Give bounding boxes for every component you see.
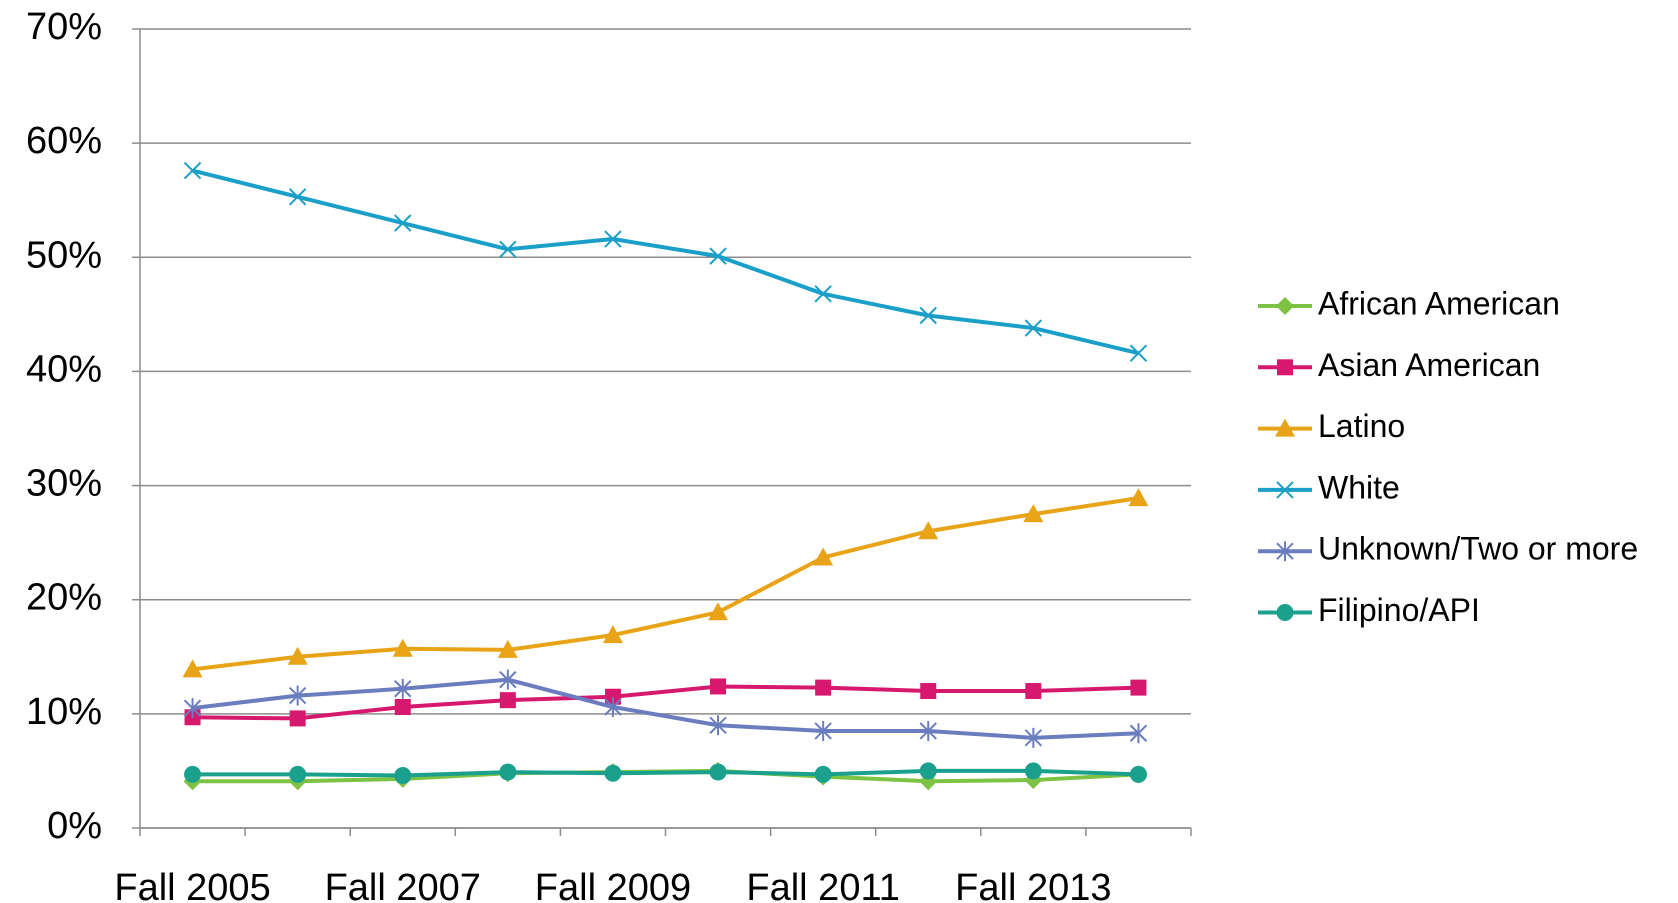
marker bbox=[604, 230, 622, 248]
y-tick-label: 70% bbox=[26, 6, 102, 48]
marker bbox=[1128, 488, 1149, 507]
marker bbox=[394, 699, 411, 716]
marker bbox=[1129, 344, 1148, 362]
marker bbox=[814, 765, 832, 783]
marker bbox=[708, 602, 729, 621]
y-tick-label: 0% bbox=[47, 805, 102, 847]
marker bbox=[814, 720, 832, 741]
marker bbox=[709, 763, 727, 781]
marker bbox=[1275, 418, 1295, 437]
y-tick-label: 10% bbox=[26, 691, 102, 733]
legend-label: Latino bbox=[1318, 408, 1405, 444]
marker bbox=[1276, 481, 1294, 499]
marker bbox=[919, 306, 937, 325]
x-tick-label: Fall 2013 bbox=[955, 867, 1111, 903]
series bbox=[184, 678, 1147, 727]
marker bbox=[499, 240, 517, 259]
marker bbox=[1276, 604, 1294, 621]
marker bbox=[815, 679, 832, 696]
marker bbox=[1025, 683, 1042, 700]
marker bbox=[1024, 319, 1043, 337]
series bbox=[184, 762, 1147, 784]
x-tick-label: Fall 2011 bbox=[746, 867, 900, 903]
marker bbox=[604, 697, 622, 718]
legend-label: Unknown/Two or more bbox=[1318, 531, 1638, 567]
marker bbox=[709, 247, 727, 265]
marker bbox=[287, 646, 308, 665]
y-tick-label: 40% bbox=[26, 348, 102, 390]
series-line bbox=[192, 768, 1139, 778]
marker bbox=[288, 685, 307, 706]
marker bbox=[394, 678, 412, 699]
marker bbox=[497, 639, 518, 658]
marker bbox=[394, 214, 412, 232]
y-tick-label: 30% bbox=[26, 463, 102, 505]
series-line bbox=[192, 496, 1139, 672]
legend-label: Filipino/API bbox=[1318, 592, 1480, 628]
series bbox=[182, 488, 1149, 678]
marker bbox=[710, 678, 727, 695]
marker bbox=[1129, 765, 1147, 783]
x-tick-label: Fall 2005 bbox=[114, 867, 270, 903]
marker bbox=[183, 161, 202, 180]
marker bbox=[919, 762, 937, 780]
marker bbox=[289, 710, 306, 727]
series bbox=[183, 669, 1148, 748]
marker bbox=[289, 765, 307, 783]
series bbox=[183, 161, 1148, 362]
y-tick-label: 50% bbox=[26, 234, 102, 276]
marker bbox=[1129, 723, 1148, 744]
marker bbox=[709, 715, 727, 736]
marker bbox=[814, 285, 832, 303]
marker bbox=[499, 763, 517, 781]
marker bbox=[1023, 504, 1044, 523]
marker bbox=[1277, 359, 1293, 376]
marker bbox=[919, 720, 937, 741]
legend-label: White bbox=[1318, 469, 1400, 505]
marker bbox=[1130, 679, 1147, 696]
marker bbox=[394, 766, 412, 784]
marker bbox=[184, 765, 202, 783]
marker bbox=[920, 683, 937, 700]
marker bbox=[604, 688, 621, 705]
marker bbox=[1024, 762, 1042, 780]
marker bbox=[499, 692, 516, 709]
marker bbox=[602, 625, 623, 644]
legend-label: African American bbox=[1318, 285, 1560, 321]
marker bbox=[813, 547, 834, 566]
y-tick-label: 20% bbox=[26, 577, 102, 619]
x-tick-label: Fall 2007 bbox=[325, 867, 481, 903]
series-line bbox=[192, 684, 1139, 721]
x-tick-label: Fall 2009 bbox=[535, 867, 691, 903]
marker bbox=[182, 659, 203, 678]
marker bbox=[918, 521, 939, 540]
marker bbox=[499, 669, 517, 690]
y-tick-label: 60% bbox=[26, 120, 102, 162]
series-line bbox=[192, 677, 1139, 740]
series-line bbox=[192, 168, 1139, 356]
marker bbox=[1276, 297, 1294, 315]
legend-label: Asian American bbox=[1318, 347, 1540, 383]
marker bbox=[604, 764, 622, 782]
marker bbox=[288, 188, 307, 206]
marker bbox=[392, 638, 413, 657]
marker bbox=[183, 698, 202, 719]
marker bbox=[1024, 727, 1043, 748]
marker bbox=[1276, 541, 1294, 562]
